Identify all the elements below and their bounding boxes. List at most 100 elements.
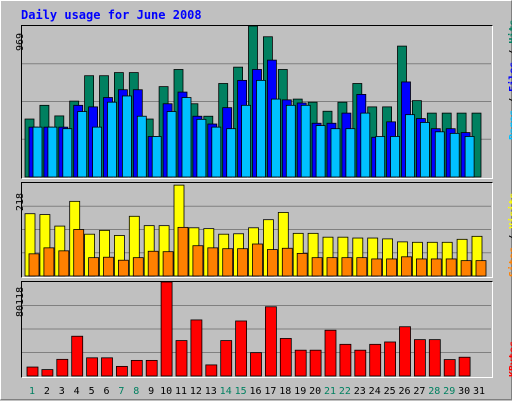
bar-sites-day-3 xyxy=(58,250,70,277)
day-label-5: 5 xyxy=(89,386,95,397)
bar-kbytes-day-14 xyxy=(220,340,233,377)
day-label-1: 1 xyxy=(29,386,35,397)
bar-pages-day-23 xyxy=(360,112,371,178)
bar-pages-day-17 xyxy=(270,98,281,178)
day-label-16: 16 xyxy=(249,386,261,397)
bar-pages-day-25 xyxy=(390,136,401,178)
bar-kbytes-day-18 xyxy=(279,338,292,377)
bar-kbytes-day-13 xyxy=(205,364,218,377)
bar-kbytes-day-17 xyxy=(264,306,277,377)
bar-pages-day-5 xyxy=(92,126,102,178)
bar-pages-day-1 xyxy=(32,126,43,178)
bar-kbytes-day-30 xyxy=(458,356,471,377)
day-label-10: 10 xyxy=(160,386,172,397)
bar-pages-day-7 xyxy=(122,95,132,178)
bar-kbytes-day-10 xyxy=(160,281,173,377)
bar-pages-day-20 xyxy=(315,125,326,178)
bar-pages-day-10 xyxy=(166,111,177,178)
bar-sites-day-24 xyxy=(371,258,383,277)
bar-sites-day-9 xyxy=(147,250,159,277)
day-label-15: 15 xyxy=(235,386,247,397)
day-label-14: 14 xyxy=(220,386,232,397)
day-label-21: 21 xyxy=(324,386,336,397)
day-label-25: 25 xyxy=(384,386,396,397)
day-label-6: 6 xyxy=(103,386,109,397)
day-label-28: 28 xyxy=(428,386,440,397)
day-label-17: 17 xyxy=(264,386,276,397)
bar-kbytes-day-3 xyxy=(56,358,69,377)
bar-kbytes-day-21 xyxy=(324,329,337,377)
bar-kbytes-day-11 xyxy=(175,340,188,377)
day-label-4: 4 xyxy=(74,386,80,397)
bar-kbytes-day-25 xyxy=(384,341,397,377)
bar-kbytes-day-15 xyxy=(235,320,248,377)
day-label-19: 19 xyxy=(294,386,306,397)
bar-kbytes-day-9 xyxy=(145,359,158,377)
bar-kbytes-day-4 xyxy=(71,335,84,377)
day-label-29: 29 xyxy=(443,386,455,397)
bar-sites-day-27 xyxy=(415,258,427,277)
bar-kbytes-day-7 xyxy=(116,365,128,377)
bar-sites-day-10 xyxy=(162,251,174,277)
bar-kbytes-day-19 xyxy=(294,349,307,377)
bar-kbytes-day-8 xyxy=(130,359,143,377)
bar-sites-day-16 xyxy=(252,243,263,277)
day-label-2: 2 xyxy=(44,386,50,397)
day-label-3: 3 xyxy=(59,386,65,397)
bar-sites-day-14 xyxy=(222,248,234,277)
bar-kbytes-day-16 xyxy=(250,352,262,377)
bar-kbytes-day-5 xyxy=(86,357,98,377)
bar-sites-day-30 xyxy=(460,260,472,277)
bar-pages-day-26 xyxy=(405,114,415,178)
day-label-30: 30 xyxy=(458,386,470,397)
bar-pages-day-27 xyxy=(419,122,430,178)
bar-sites-day-22 xyxy=(341,257,353,277)
bar-sites-day-4 xyxy=(73,229,85,277)
bar-sites-day-17 xyxy=(266,249,278,277)
bar-pages-day-21 xyxy=(330,128,341,178)
bar-sites-day-18 xyxy=(281,247,293,277)
day-label-23: 23 xyxy=(354,386,366,397)
bar-pages-day-3 xyxy=(62,128,73,178)
bar-sites-day-12 xyxy=(192,245,204,277)
bar-kbytes-day-2 xyxy=(41,369,54,377)
bar-sites-day-25 xyxy=(386,258,398,277)
bar-sites-day-29 xyxy=(445,258,457,277)
bar-kbytes-day-22 xyxy=(339,343,352,377)
bar-pages-day-22 xyxy=(345,128,356,178)
bar-pages-day-24 xyxy=(375,136,386,178)
day-label-31: 31 xyxy=(473,386,485,397)
bar-pages-day-11 xyxy=(181,97,192,178)
bar-sites-day-2 xyxy=(43,247,55,277)
bar-pages-day-9 xyxy=(151,136,162,178)
bar-sites-day-31 xyxy=(475,260,487,277)
day-label-8: 8 xyxy=(133,386,139,397)
bar-sites-day-1 xyxy=(28,253,40,277)
day-label-26: 26 xyxy=(398,386,410,397)
bar-sites-day-13 xyxy=(207,247,219,277)
bar-kbytes-day-28 xyxy=(428,339,441,377)
bar-sites-day-11 xyxy=(177,226,189,277)
bar-pages-day-28 xyxy=(434,131,445,178)
bar-pages-day-6 xyxy=(107,101,117,178)
day-label-27: 27 xyxy=(413,386,425,397)
day-label-12: 12 xyxy=(190,386,202,397)
bar-kbytes-day-12 xyxy=(190,319,203,377)
day-label-9: 9 xyxy=(148,386,154,397)
bar-pages-day-15 xyxy=(241,104,252,178)
day-label-18: 18 xyxy=(279,386,291,397)
bar-pages-day-12 xyxy=(196,118,207,178)
bar-pages-day-8 xyxy=(136,115,147,178)
bar-pages-day-14 xyxy=(226,128,237,178)
bar-sites-day-8 xyxy=(132,257,144,277)
day-label-20: 20 xyxy=(309,386,321,397)
day-label-11: 11 xyxy=(175,386,187,397)
bar-kbytes-day-23 xyxy=(354,349,367,377)
day-label-13: 13 xyxy=(205,386,217,397)
bar-pages-day-16 xyxy=(256,79,266,178)
bar-pages-day-19 xyxy=(300,104,311,178)
bar-kbytes-day-27 xyxy=(413,339,426,377)
day-label-7: 7 xyxy=(118,386,124,397)
